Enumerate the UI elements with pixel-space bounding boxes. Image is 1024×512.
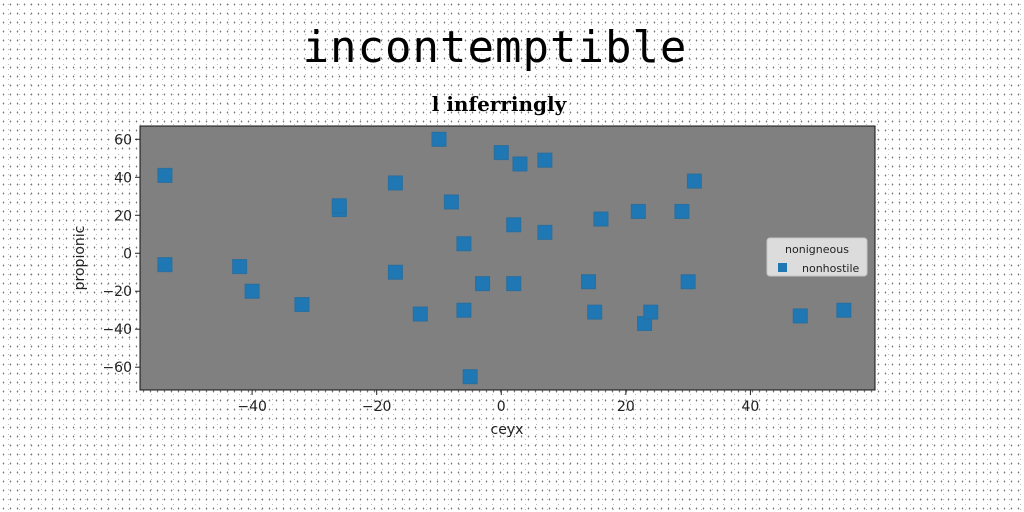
scatter-point [244, 283, 260, 299]
scatter-point [456, 236, 472, 252]
scatter-point [587, 304, 603, 320]
scatter-point [792, 308, 808, 324]
scatter-point [580, 274, 596, 290]
scatter-point [537, 224, 553, 240]
scatter-point [157, 257, 173, 273]
y-axis-label: propionic [72, 226, 88, 291]
scatter-point [512, 156, 528, 172]
legend-box [766, 237, 868, 277]
scatter-point [680, 274, 696, 290]
chart-title: l inferringly [432, 92, 568, 116]
y-tick-label: 0 [123, 246, 132, 262]
y-tick-label: −40 [102, 322, 132, 338]
x-axis: −40 −20 0 20 40 [237, 390, 759, 415]
scatter-point [157, 167, 173, 183]
x-axis-label: ceyx [491, 422, 524, 438]
y-axis: −60 −40 −20 0 20 40 60 [102, 132, 140, 376]
scatter-point [462, 369, 478, 385]
scatter-point [232, 259, 248, 275]
scatter-point [412, 306, 428, 322]
x-tick-label: −40 [237, 399, 267, 415]
y-tick-label: 20 [114, 208, 132, 224]
scatter-point [331, 198, 347, 214]
scatter-point [294, 297, 310, 313]
scatter-point [537, 152, 553, 168]
x-tick-label: 0 [497, 399, 506, 415]
scatter-point [674, 203, 690, 219]
scatter-point [387, 175, 403, 191]
y-tick-label: −60 [102, 360, 132, 376]
scatter-point [456, 302, 472, 318]
scatter-point [630, 203, 646, 219]
scatter-point [475, 276, 491, 292]
data-points [157, 131, 852, 385]
scatter-point [387, 264, 403, 280]
scatter-point [643, 304, 659, 320]
legend-marker [778, 263, 787, 272]
scatter-point [506, 217, 522, 233]
y-tick-label: −20 [102, 284, 132, 300]
x-tick-label: 20 [617, 399, 635, 415]
scatter-point [593, 211, 609, 227]
legend-entry: nonhostile [802, 262, 860, 275]
scatter-point [493, 145, 509, 161]
scatter-point [836, 302, 852, 318]
legend-title: nonigneous [785, 243, 849, 256]
scatter-point [431, 131, 447, 147]
page-title: incontemptible [302, 22, 688, 73]
x-tick-label: −20 [362, 399, 392, 415]
plot-area [139, 125, 876, 391]
y-tick-label: 60 [114, 132, 132, 148]
scatter-point [506, 276, 522, 292]
scatter-point [443, 194, 459, 210]
scatter-point [686, 173, 702, 189]
x-tick-label: 40 [742, 399, 760, 415]
legend: nonigneous nonhostile [766, 237, 868, 277]
y-tick-label: 40 [114, 170, 132, 186]
